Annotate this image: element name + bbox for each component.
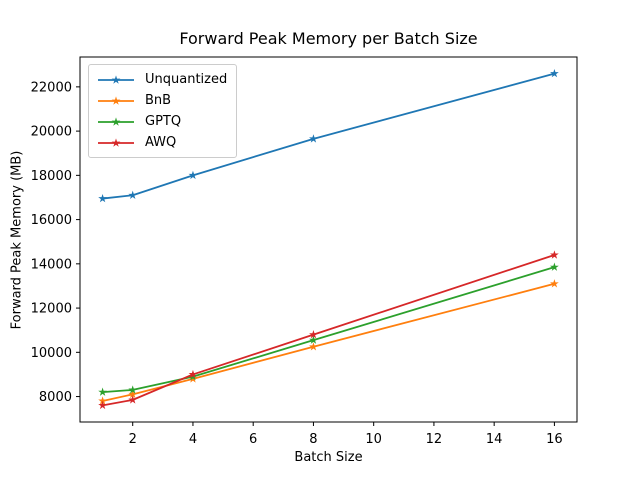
marker-gptq-batch-4	[188, 372, 198, 381]
marker-bnb-batch-8	[309, 342, 318, 351]
marker-bnb-batch-2	[128, 389, 138, 399]
legend-sample-marker	[111, 95, 121, 105]
marker-unquantized-batch-16	[550, 68, 559, 78]
legend-item-awq: AWQ	[96, 132, 227, 153]
legend-line-star-icon	[98, 116, 134, 126]
legend-item-gptq: GPTQ	[96, 111, 227, 132]
y-tick-label-20000: 20000	[31, 125, 72, 140]
y-tick-label-12000: 12000	[31, 302, 72, 317]
legend: Unquantized BnB GPTQ AWQ	[88, 64, 238, 158]
legend-item-unquantized: Unquantized	[96, 69, 227, 90]
marker-awq-batch-4	[188, 369, 198, 379]
marker-awq-batch-2	[128, 395, 138, 404]
x-tick-label-16: 16	[546, 432, 563, 447]
marker-awq-batch-1	[98, 400, 107, 410]
legend-label-awq: AWQ	[145, 135, 177, 150]
legend-label-gptq: GPTQ	[145, 114, 182, 129]
marker-bnb-batch-1	[98, 396, 107, 405]
marker-gptq-batch-1	[98, 387, 107, 396]
marker-gptq-batch-8	[309, 335, 318, 344]
marker-unquantized-batch-1	[98, 193, 107, 203]
marker-bnb-batch-4	[188, 374, 198, 383]
marker-bnb-batch-16	[550, 279, 559, 288]
x-tick-label-2: 2	[129, 432, 137, 447]
marker-awq-batch-8	[309, 330, 318, 339]
marker-awq-batch-16	[550, 250, 559, 259]
y-tick-label-18000: 18000	[31, 169, 72, 184]
line-awq	[101, 254, 556, 407]
legend-line-star-icon	[98, 137, 134, 147]
legend-sample-marker	[111, 137, 121, 147]
y-tick-label-14000: 14000	[31, 257, 72, 272]
x-tick-label-4: 4	[189, 432, 197, 447]
y-tick-label-16000: 16000	[31, 213, 72, 228]
y-tick-label-10000: 10000	[31, 346, 72, 361]
marker-gptq-batch-2	[128, 385, 138, 394]
x-tick-label-12: 12	[426, 432, 443, 447]
x-tick-label-8: 8	[309, 432, 317, 447]
y-tick-label-8000: 8000	[39, 390, 72, 405]
legend-item-bnb: BnB	[96, 90, 227, 111]
legend-sample-marker	[111, 116, 121, 126]
chart-title: Forward Peak Memory per Batch Size	[179, 29, 478, 48]
legend-sample-marker	[111, 74, 121, 84]
x-tick-label-14: 14	[486, 432, 503, 447]
legend-line-star-icon	[98, 74, 134, 84]
marker-unquantized-batch-8	[309, 134, 318, 143]
plot-border	[79, 56, 578, 423]
y-tick-label-22000: 22000	[31, 80, 72, 95]
x-tick-label-10: 10	[365, 432, 382, 447]
marker-unquantized-batch-2	[128, 190, 138, 199]
x-tick-label-6: 6	[249, 432, 257, 447]
legend-label-unquantized: Unquantized	[145, 72, 228, 87]
marker-unquantized-batch-4	[188, 170, 198, 180]
legend-line-star-icon	[98, 95, 134, 105]
legend-label-bnb: BnB	[145, 93, 172, 108]
x-axis-label: Batch Size	[294, 450, 363, 465]
y-axis-label: Forward Peak Memory (MB)	[9, 150, 25, 330]
marker-gptq-batch-16	[550, 262, 559, 271]
